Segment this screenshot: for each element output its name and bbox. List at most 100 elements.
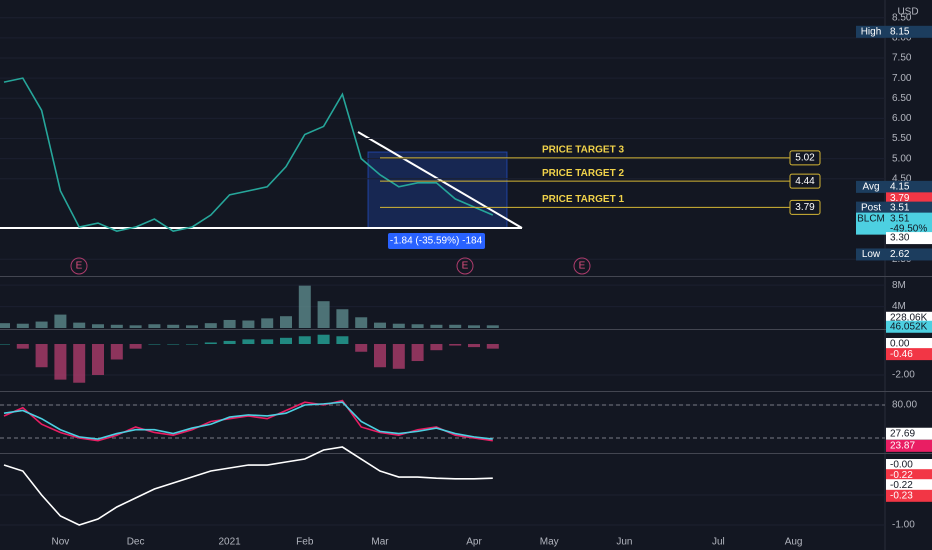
- badge: [886, 459, 932, 472]
- target-label: PRICE TARGET 1: [542, 194, 624, 205]
- y-tick-label: 7.00: [892, 73, 912, 84]
- x-tick-label: May: [540, 537, 559, 548]
- bar: [374, 344, 386, 368]
- earnings-marker: [573, 257, 591, 275]
- bar: [223, 340, 236, 345]
- badge-value: 228.06K: [890, 312, 928, 323]
- bar: [16, 344, 29, 349]
- bar: [110, 324, 123, 328]
- bar: [35, 321, 48, 328]
- bar: [317, 301, 330, 328]
- measure-box: [367, 151, 508, 229]
- badge-name-bg: [856, 212, 886, 235]
- y-tick-label: 5.50: [892, 133, 912, 144]
- bar: [129, 325, 142, 328]
- badge-value: -0.22: [890, 480, 913, 491]
- measure-label-bg: [388, 233, 485, 249]
- target-value: 5.02: [795, 152, 815, 163]
- badge-name-bg: [856, 25, 886, 38]
- target-box: [789, 173, 821, 189]
- y-tick-label: 8.00: [892, 32, 912, 43]
- y-tick-label: 4.50: [892, 173, 912, 184]
- badge: [886, 25, 932, 38]
- target-box: [789, 150, 821, 166]
- badge: [886, 192, 932, 205]
- series-line: [3, 446, 493, 526]
- earnings-marker: [70, 257, 88, 275]
- y-tick-label: 7.50: [892, 53, 912, 64]
- series-line: [3, 401, 493, 440]
- y-tick-label: 80.00: [892, 400, 917, 411]
- bar: [92, 344, 104, 375]
- x-tick-label: Jun: [616, 537, 632, 548]
- badge-value: -0.22: [890, 470, 913, 481]
- x-tick-label: Nov: [52, 537, 70, 548]
- y-tick-label: 8M: [892, 280, 906, 291]
- x-tick-label: Feb: [296, 537, 314, 548]
- bar: [54, 344, 67, 380]
- target-label: PRICE TARGET 3: [542, 144, 624, 155]
- badge-name-bg: [856, 248, 886, 261]
- y-tick-label: -1.00: [892, 520, 915, 531]
- badge-name: BLCM: [857, 213, 885, 224]
- x-tick-label: Aug: [785, 537, 803, 548]
- badge-name: High: [861, 26, 882, 37]
- badge-value: 23.87: [890, 440, 915, 451]
- trend-line: [357, 131, 523, 229]
- bar: [223, 319, 236, 328]
- badge-name-bg: [856, 180, 886, 193]
- earnings-label: E: [76, 261, 83, 272]
- y-tick-label: 8.50: [892, 12, 912, 23]
- badge-value: -0.00: [890, 460, 913, 471]
- target-value: 4.44: [795, 176, 815, 187]
- badge-value: 3.51: [890, 213, 910, 224]
- badge: [886, 212, 932, 235]
- earnings-label: E: [579, 261, 586, 272]
- badge-value: 0.00: [890, 339, 910, 350]
- bar: [449, 324, 462, 328]
- badge-name: Avg: [862, 182, 879, 193]
- y-tick-label: 4M: [892, 301, 906, 312]
- bar: [35, 344, 48, 368]
- badge-value: 27.69: [890, 428, 915, 439]
- bar: [298, 336, 311, 345]
- x-tick-label: Mar: [371, 537, 389, 548]
- x-tick-label: Jul: [712, 537, 725, 548]
- badge: [886, 439, 932, 452]
- series-line: [3, 77, 494, 232]
- bar: [0, 344, 10, 345]
- badge: [886, 489, 932, 502]
- bar: [430, 324, 443, 328]
- badge-value: 3.79: [890, 193, 910, 204]
- badge: [886, 232, 932, 245]
- bar: [54, 314, 67, 328]
- bar: [486, 344, 499, 349]
- badge-value: 2.62: [890, 249, 910, 260]
- badge-value: 8.15: [890, 26, 910, 37]
- bar: [430, 344, 443, 351]
- y-tick-label: -2.00: [892, 370, 915, 381]
- earnings-label: E: [462, 261, 469, 272]
- badge-name: Post: [861, 202, 881, 213]
- badge-value: 3.51: [890, 202, 910, 213]
- currency: USD: [897, 7, 918, 18]
- bar: [129, 344, 142, 349]
- y-tick-label: 5.00: [892, 153, 912, 164]
- x-tick-label: Apr: [466, 537, 482, 548]
- bar: [355, 344, 368, 352]
- badge-name-bg: [856, 201, 886, 214]
- y-tick-label: 6.50: [892, 93, 912, 104]
- bar: [468, 325, 480, 328]
- badge: [886, 320, 932, 333]
- target-value: 3.79: [795, 202, 815, 213]
- bar: [411, 324, 424, 328]
- badge: [886, 180, 932, 193]
- badge: [886, 479, 932, 492]
- badge: [886, 469, 932, 482]
- bar: [204, 342, 217, 345]
- bar: [355, 317, 368, 328]
- measure-label: -1.84 (-35.59%) -184: [390, 236, 483, 247]
- badge-value: -0.46: [890, 349, 913, 360]
- bar: [242, 320, 255, 328]
